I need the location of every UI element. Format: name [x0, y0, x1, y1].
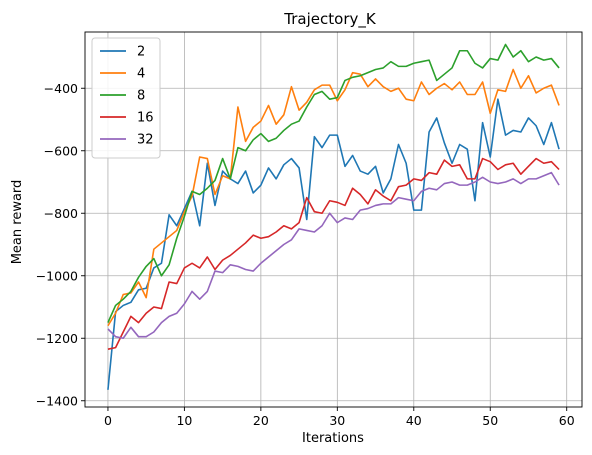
x-tick-label: 20	[253, 413, 269, 428]
legend-label-16: 16	[137, 111, 154, 126]
x-axis-label: Iterations	[302, 431, 364, 446]
chart-title: Trajectory_K	[283, 10, 377, 29]
legend: 2 4 8 16 32	[91, 37, 161, 159]
y-tick-label: −400	[44, 81, 78, 96]
x-tick-label: 60	[559, 413, 575, 428]
legend-label-32: 32	[137, 133, 154, 148]
grid-layer	[85, 32, 582, 407]
x-tick-label: 10	[176, 413, 192, 428]
series-line-4	[107, 68, 560, 327]
y-tick-label: −800	[44, 206, 78, 221]
legend-label-4: 4	[137, 67, 145, 82]
y-tick-label: −1000	[36, 268, 78, 283]
x-tick-label: 40	[406, 413, 422, 428]
y-axis-label: Mean reward	[10, 180, 25, 265]
tick-layer: 0 10 20 30 40 50 60 −1400 −1200 −1000 −800 −600 −400	[36, 81, 575, 428]
y-tick-label: −1200	[36, 331, 78, 346]
legend-label-2: 2	[137, 45, 145, 60]
x-tick-label: 30	[329, 413, 345, 428]
y-tick-label: −600	[44, 143, 78, 158]
series-line-16	[107, 157, 560, 350]
x-tick-label: 50	[482, 413, 498, 428]
series-line-32	[107, 171, 560, 340]
series-line-8	[107, 43, 560, 323]
legend-box	[91, 37, 161, 159]
series-line-2	[107, 98, 560, 390]
legend-label-8: 8	[137, 89, 145, 104]
x-tick-label: 0	[104, 413, 112, 428]
plot-frame	[84, 31, 583, 408]
y-tick-label: −1400	[36, 393, 78, 408]
series-layer	[107, 43, 560, 390]
